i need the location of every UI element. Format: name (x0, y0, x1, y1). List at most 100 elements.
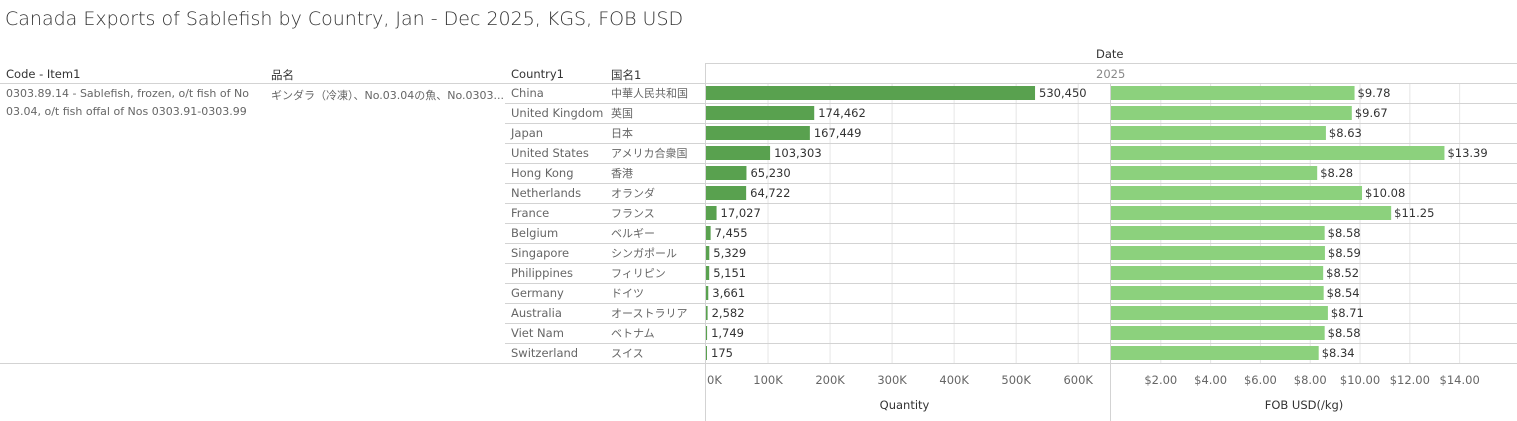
quantity-bar[interactable] (706, 266, 710, 280)
quantity-value-label: 5,329 (713, 246, 746, 260)
fob-value-label: $8.52 (1326, 266, 1359, 280)
quantity-bar[interactable] (706, 306, 708, 320)
fob-bar[interactable] (1111, 106, 1352, 120)
country-label: Switzerland (511, 346, 578, 360)
quantity-bar[interactable] (706, 126, 810, 140)
country-label: Hong Kong (511, 166, 574, 180)
fob-bar[interactable] (1111, 226, 1325, 240)
country-label: Australia (511, 306, 562, 320)
fob-value-label: $10.08 (1365, 186, 1405, 200)
country-jp-label: 英国 (611, 106, 633, 120)
quantity-bar[interactable] (706, 246, 710, 260)
fob-bar[interactable] (1111, 286, 1324, 300)
quantity-value-label: 174,462 (818, 106, 866, 120)
fob-tick-label: $4.00 (1194, 373, 1227, 387)
name-column-header[interactable]: 品名 (271, 68, 294, 82)
fob-tick-label: $6.00 (1244, 373, 1277, 387)
fob-value-label: $9.78 (1358, 86, 1391, 100)
country-column-header[interactable]: Country1 (511, 67, 565, 81)
quantity-bar[interactable] (706, 186, 747, 200)
country-label: Belgium (511, 226, 558, 240)
fob-bar[interactable] (1111, 306, 1328, 320)
fob-value-label: $13.39 (1447, 146, 1487, 160)
country-jp-label: オーストラリア (611, 307, 687, 320)
country-label: Philippines (511, 266, 573, 280)
country-label: China (511, 86, 544, 100)
quantity-bar[interactable] (706, 346, 707, 360)
country-label: Netherlands (511, 186, 581, 200)
fob-tick-label: $8.00 (1294, 373, 1327, 387)
country-jp-column-header[interactable]: 国名1 (611, 68, 642, 82)
quantity-value-label: 5,151 (713, 266, 746, 280)
fob-bar[interactable] (1111, 266, 1324, 280)
quantity-value-label: 175 (711, 346, 733, 360)
quantity-bar[interactable] (706, 226, 711, 240)
quantity-bar[interactable] (706, 326, 708, 340)
quantity-tick-label: 500K (1001, 373, 1031, 387)
quantity-bar[interactable] (706, 86, 1036, 100)
country-jp-label: フィリピン (611, 267, 666, 280)
fob-bar[interactable] (1111, 186, 1363, 200)
fob-bar[interactable] (1111, 346, 1319, 360)
quantity-bar[interactable] (706, 206, 717, 220)
quantity-value-label: 3,661 (712, 286, 745, 300)
fob-bar[interactable] (1111, 126, 1326, 140)
code-column-header[interactable]: Code - Item1 (6, 67, 81, 81)
item-name: ギンダラ（冷凍）、No.03.04の魚、No.0303... (271, 89, 504, 102)
quantity-tick-label: 100K (753, 373, 783, 387)
fob-axis-title: FOB USD(/kg) (1265, 398, 1344, 412)
fob-bar[interactable] (1111, 86, 1355, 100)
fob-bar[interactable] (1111, 246, 1325, 260)
quantity-value-label: 1,749 (711, 326, 744, 340)
country-label: France (511, 206, 549, 220)
item-code-line-2: 03.04, o/t fish offal of Nos 0303.91-030… (6, 105, 247, 118)
fob-bar[interactable] (1111, 206, 1392, 220)
quantity-tick-label: 300K (877, 373, 907, 387)
fob-value-label: $8.54 (1327, 286, 1360, 300)
country-label: Japan (510, 126, 543, 140)
quantity-value-label: 103,303 (774, 146, 822, 160)
quantity-axis-title: Quantity (880, 398, 930, 412)
country-label: Viet Nam (511, 326, 564, 340)
country-jp-label: ベトナム (611, 327, 655, 340)
fob-bar[interactable] (1111, 146, 1445, 160)
country-label: United States (511, 146, 589, 160)
country-label: United Kingdom (511, 106, 603, 120)
fob-value-label: $9.67 (1355, 106, 1388, 120)
item-code-line-1: 0303.89.14 - Sablefish, frozen, o/t fish… (6, 87, 249, 100)
quantity-bar[interactable] (706, 166, 747, 180)
country-jp-label: アメリカ合衆国 (611, 146, 687, 160)
country-jp-label: フランス (611, 207, 655, 220)
country-jp-label: スイス (611, 347, 644, 360)
country-jp-label: 香港 (611, 167, 633, 180)
fob-value-label: $8.28 (1320, 166, 1353, 180)
quantity-bar[interactable] (706, 286, 709, 300)
fob-bar[interactable] (1111, 166, 1318, 180)
quantity-tick-label: 600K (1063, 373, 1093, 387)
fob-tick-label: $10.00 (1340, 373, 1380, 387)
date-header: Date (1096, 47, 1124, 61)
quantity-value-label: 167,449 (814, 126, 862, 140)
fob-bar[interactable] (1111, 326, 1325, 340)
quantity-bar[interactable] (706, 106, 815, 120)
country-label: Singapore (511, 246, 569, 260)
fob-value-label: $8.58 (1328, 226, 1361, 240)
quantity-value-label: 17,027 (721, 206, 761, 220)
fob-tick-label: $14.00 (1440, 373, 1480, 387)
item-code: 0303.89.14 - Sablefish, frozen, o/t fish… (6, 85, 266, 121)
country-jp-label: オランダ (611, 186, 655, 200)
quantity-value-label: 7,455 (715, 226, 748, 240)
quantity-tick-label: 400K (939, 373, 969, 387)
quantity-value-label: 2,582 (712, 306, 745, 320)
chart-title: Canada Exports of Sablefish by Country, … (5, 8, 684, 30)
quantity-bar[interactable] (706, 146, 771, 160)
quantity-value-label: 65,230 (750, 166, 790, 180)
fob-tick-label: $12.00 (1390, 373, 1430, 387)
fob-value-label: $8.71 (1331, 306, 1364, 320)
fob-value-label: $11.25 (1394, 206, 1434, 220)
country-jp-label: 中華人民共和国 (611, 87, 688, 100)
country-jp-label: ドイツ (611, 287, 644, 300)
quantity-value-label: 64,722 (750, 186, 790, 200)
fob-value-label: $8.58 (1328, 326, 1361, 340)
